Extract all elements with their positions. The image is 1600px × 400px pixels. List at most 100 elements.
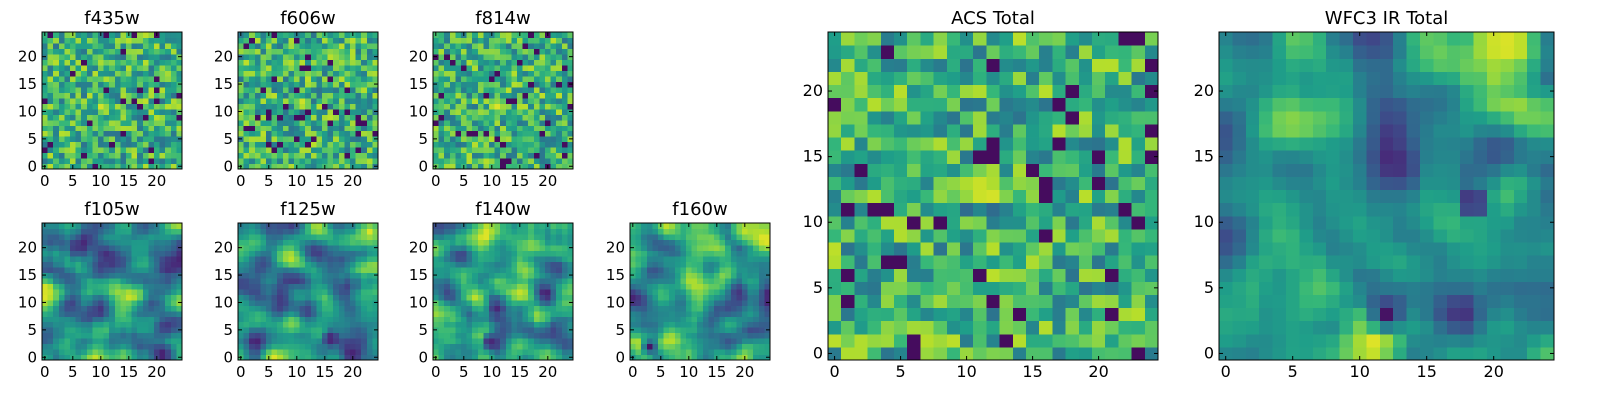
heatmap-cell (159, 266, 166, 273)
heatmap-cell (641, 338, 648, 345)
heatmap-cell (316, 130, 323, 137)
heatmap-cell (75, 103, 82, 110)
heatmap-cell (539, 81, 546, 88)
heatmap-cell (243, 32, 250, 39)
heatmap-cell (98, 327, 105, 334)
heatmap-cell (131, 92, 138, 99)
heatmap-cell (652, 266, 659, 273)
heatmap-cell (120, 255, 127, 262)
heatmap-cell (489, 338, 496, 345)
heatmap-cell (466, 288, 473, 295)
heatmap-cell (528, 97, 535, 104)
heatmap-cell (98, 119, 105, 126)
heatmap-cell (159, 288, 166, 295)
heatmap-cell (86, 228, 93, 235)
heatmap-cell (841, 202, 855, 217)
heatmap-cell (338, 119, 345, 126)
heatmap-cell (567, 261, 574, 268)
heatmap-cell (539, 266, 546, 273)
heatmap-cell (550, 228, 557, 235)
heatmap-cell (867, 268, 882, 282)
heatmap-cell (338, 136, 345, 143)
heatmap-cell (372, 310, 379, 317)
heatmap-cell (725, 239, 732, 246)
heatmap-cell (1039, 163, 1053, 177)
heatmap-cell (455, 158, 462, 165)
heatmap-cell (126, 158, 133, 165)
heatmap-cell (316, 305, 323, 312)
heatmap-cell (708, 266, 715, 273)
heatmap-cell (366, 53, 373, 60)
heatmap-cell (455, 32, 462, 39)
heatmap-cell (81, 119, 88, 126)
heatmap-cell (243, 316, 250, 323)
heatmap-cell (730, 277, 737, 284)
heatmap-cell (249, 299, 256, 306)
heatmap-cell (70, 141, 77, 148)
heatmap-cell (114, 327, 121, 334)
heatmap-cell (556, 288, 563, 295)
heatmap-cell (483, 141, 490, 148)
heatmap-cell (299, 266, 306, 273)
heatmap-cell (170, 233, 177, 241)
heatmap-cell (880, 150, 895, 164)
heatmap-cell (282, 228, 289, 235)
heatmap-cell (338, 299, 345, 306)
heatmap-cell (361, 59, 368, 66)
heatmap-cell (522, 250, 529, 257)
heatmap-cell (154, 64, 161, 71)
heatmap-cell (277, 239, 284, 246)
heatmap-cell (176, 288, 183, 295)
heatmap-cell (500, 349, 507, 356)
heatmap-cell (477, 255, 484, 262)
heatmap-cell (137, 64, 144, 71)
heatmap-cell (533, 294, 540, 301)
heatmap-cell (114, 37, 121, 44)
heatmap-cell (438, 233, 445, 241)
heatmap-cell (449, 283, 456, 290)
heatmap-cell (81, 136, 88, 143)
heatmap-cell (165, 64, 172, 71)
heatmap-cell (148, 141, 155, 148)
heatmap-cell (260, 75, 267, 82)
heatmap-cell (472, 114, 479, 121)
heatmap-cell (103, 64, 110, 71)
heatmap-cell (333, 81, 340, 88)
heatmap-cell (254, 294, 261, 301)
heatmap-cell (511, 321, 518, 328)
heatmap-cell (511, 53, 518, 60)
heatmap-cell (170, 250, 177, 257)
heatmap-cell (154, 152, 161, 159)
heatmap-cell (109, 223, 116, 230)
heatmap-cell (327, 32, 334, 39)
heatmap-cell (489, 125, 496, 132)
heatmap-cell (758, 338, 765, 345)
heatmap-cell (266, 81, 273, 88)
heatmap-cell (109, 64, 116, 71)
heatmap-cell (561, 299, 568, 306)
heatmap-cell (316, 244, 323, 251)
heatmap-cell (438, 108, 445, 115)
heatmap-cell (154, 343, 161, 350)
heatmap-cell (243, 119, 250, 126)
heatmap-cell (98, 299, 105, 306)
heatmap-cell (361, 250, 368, 257)
heatmap-cell (322, 70, 329, 77)
heatmap-cell (322, 343, 329, 350)
heatmap-cell (310, 244, 317, 251)
heatmap-cell (933, 268, 948, 282)
heatmap-cell (669, 244, 676, 251)
heatmap-cell (53, 299, 60, 306)
heatmap-cell (288, 277, 295, 284)
heatmap-cell (736, 244, 743, 251)
heatmap-cell (444, 354, 451, 361)
heatmap-cell (472, 332, 479, 339)
heatmap-cell (109, 272, 116, 279)
heatmap-cell (254, 244, 261, 251)
heatmap-cell (316, 136, 323, 143)
heatmap-cell (109, 338, 116, 345)
heatmap-cell (528, 37, 535, 44)
heatmap-cell (176, 147, 183, 154)
heatmap-cell (372, 59, 379, 66)
heatmap-cell (47, 310, 54, 317)
